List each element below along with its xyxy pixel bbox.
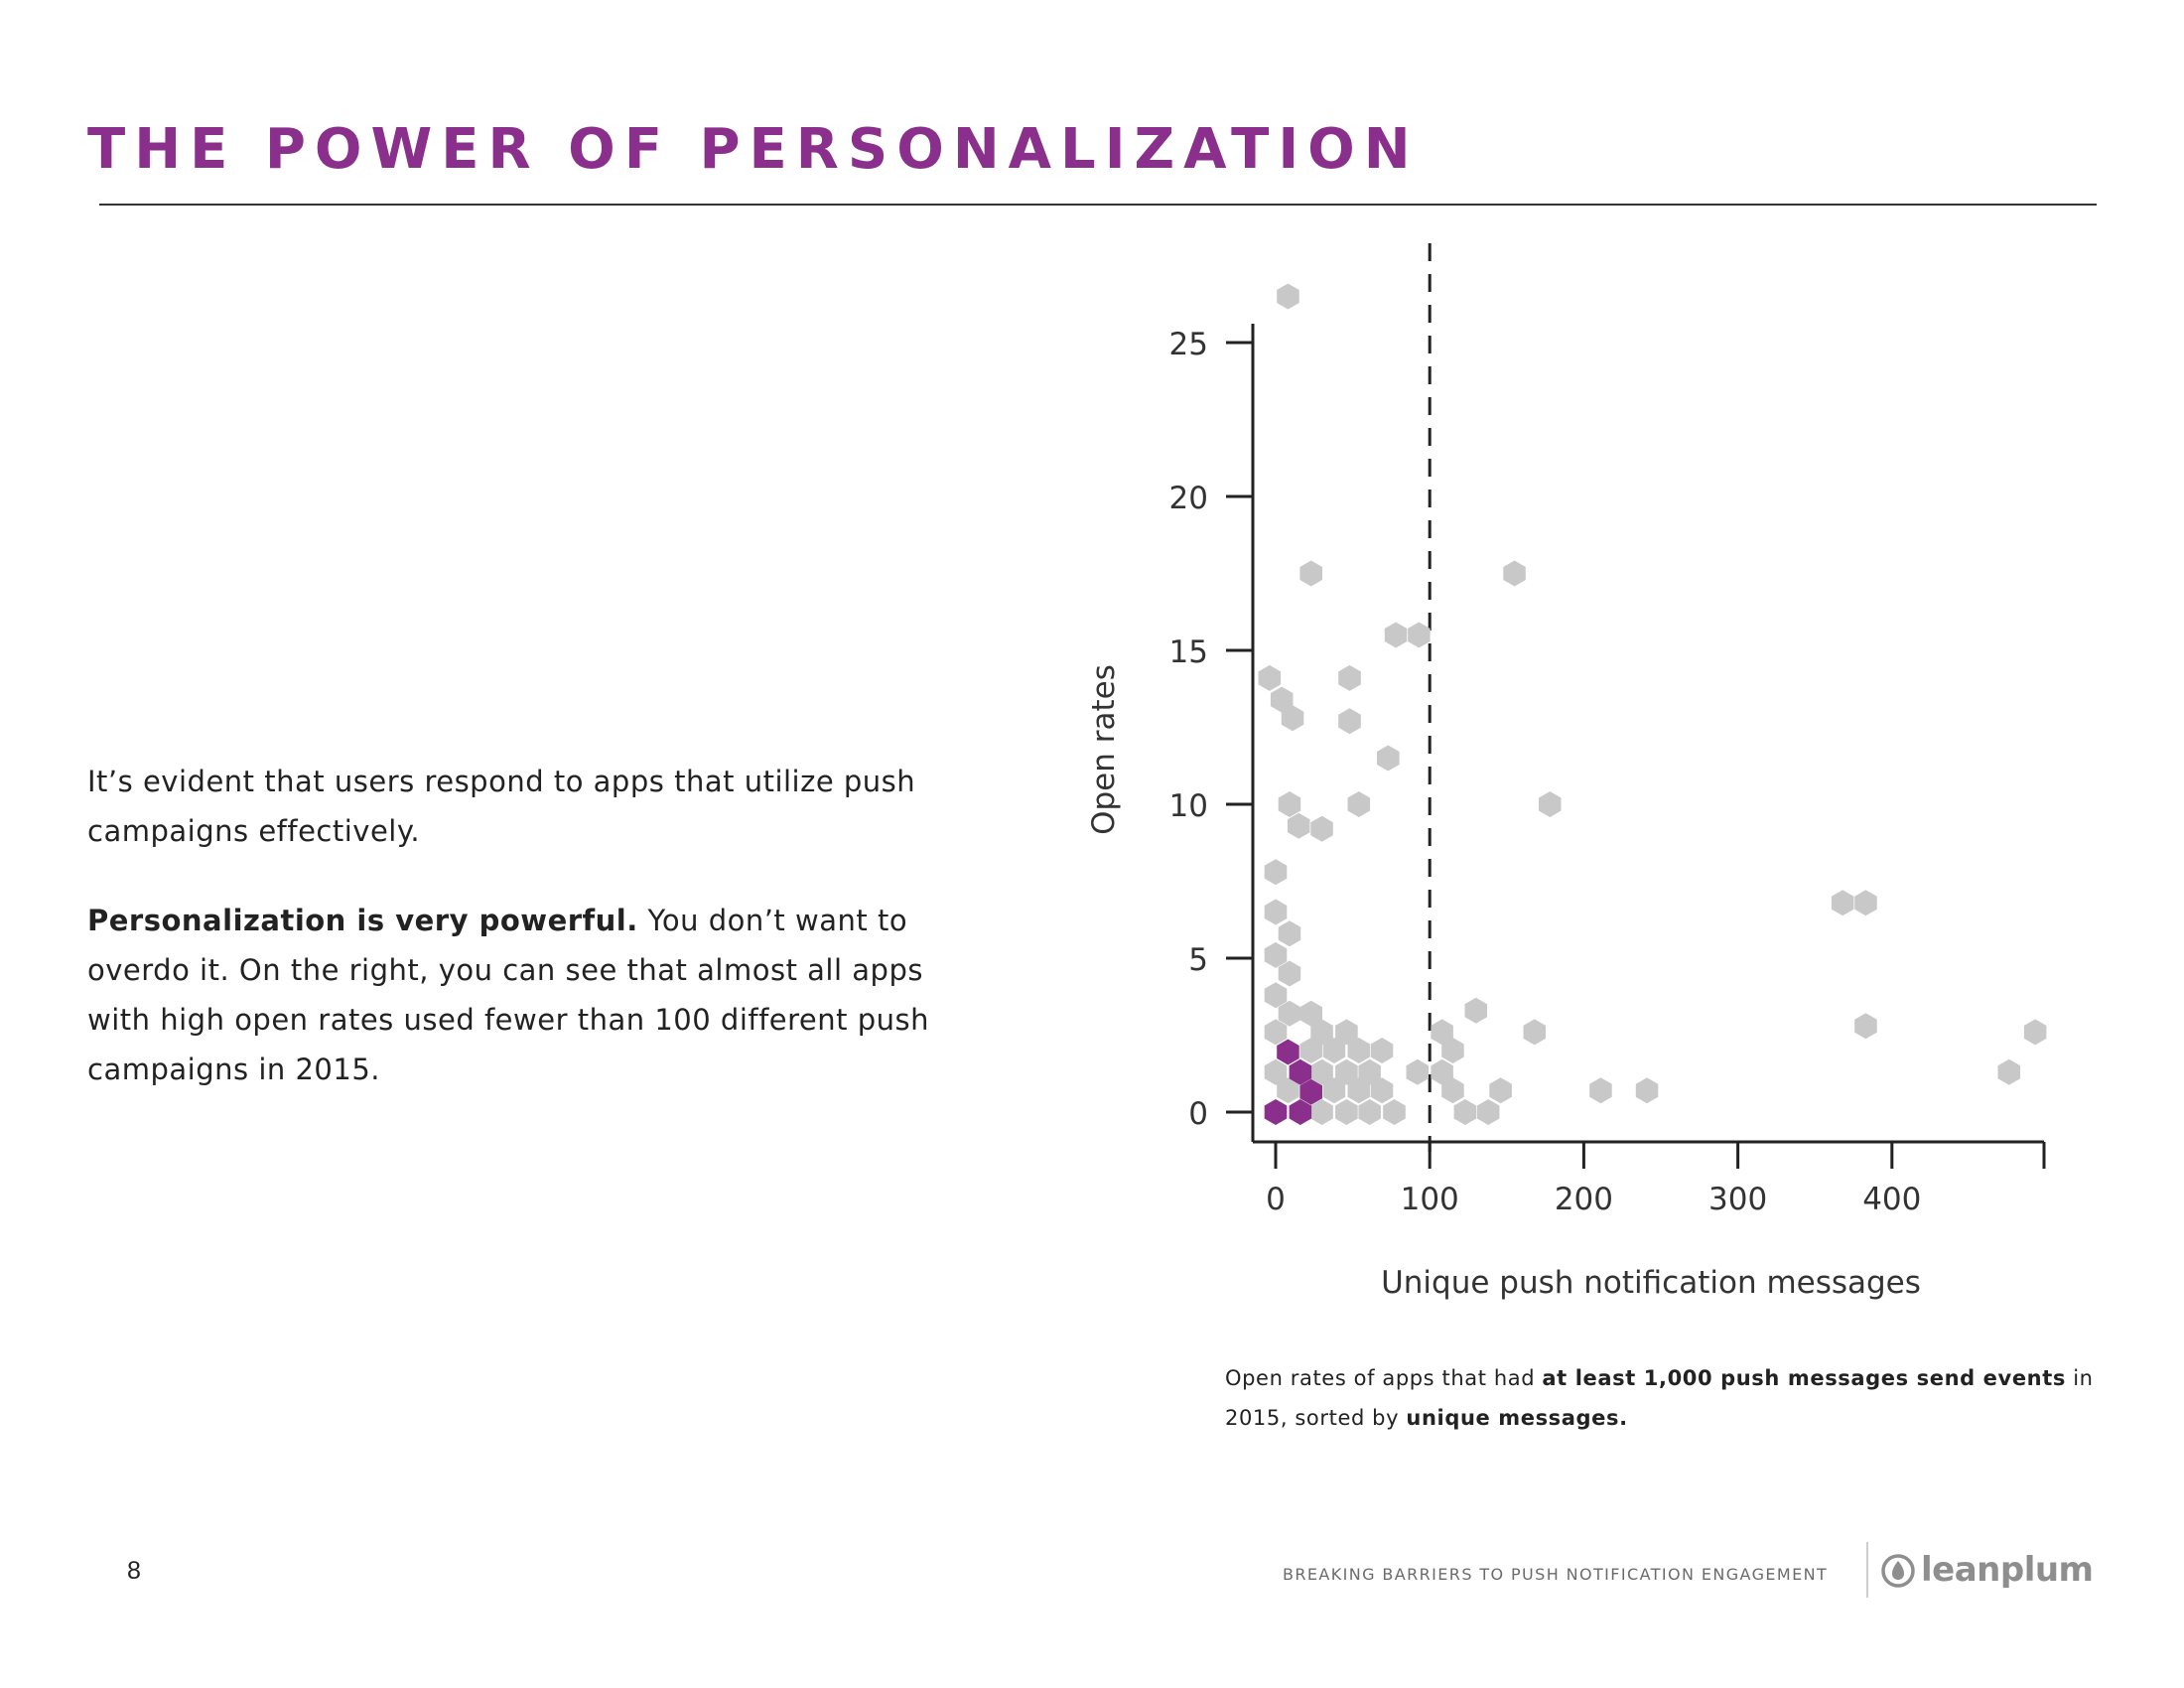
y-tick-label-15: 15 <box>1169 634 1208 670</box>
personalization-bold-lead: Personalization is very powerful. <box>87 904 638 937</box>
hex-point-57 <box>1383 1099 1406 1125</box>
caption-part1: Open rates of apps that had <box>1225 1366 1543 1390</box>
hex-point-56 <box>1358 1099 1381 1125</box>
hex-point-12 <box>1347 791 1371 817</box>
hex-point-50 <box>1441 1077 1464 1104</box>
footer-divider <box>1866 1542 1868 1598</box>
hex-point-3 <box>1384 622 1408 648</box>
hex-point-9 <box>1338 708 1361 735</box>
y-axis-label: Open rates <box>1086 664 1122 835</box>
hex-point-4 <box>1408 622 1431 648</box>
hex-point-20 <box>1278 920 1301 947</box>
hex-point-2 <box>1503 560 1526 587</box>
hex-point-30 <box>1431 1019 1453 1046</box>
hex-point-8 <box>1281 705 1304 732</box>
hex-point-46 <box>1277 1077 1299 1104</box>
y-tick-label-0: 0 <box>1188 1096 1208 1132</box>
personalization-paragraph: Personalization is very powerful. You do… <box>87 896 931 1094</box>
hex-point-17 <box>1831 890 1854 916</box>
logo-wordmark: leanplum <box>1921 1550 2094 1590</box>
chart-caption: Open rates of apps that had at least 1,0… <box>1225 1358 2118 1438</box>
hex-point-52 <box>1589 1077 1612 1104</box>
hex-point-0 <box>1277 283 1299 310</box>
hex-point-40 <box>1310 1058 1333 1085</box>
x-axis-label: Unique push notification messages <box>1381 1265 1921 1301</box>
y-tick-label-10: 10 <box>1169 788 1208 824</box>
hex-point-34 <box>1299 1038 1322 1063</box>
footer-report-title: BREAKING BARRIERS TO PUSH NOTIFICATION E… <box>1283 1565 1829 1584</box>
hex-point-31 <box>1523 1019 1546 1046</box>
hex-point-53 <box>1635 1077 1659 1104</box>
hex-point-63 <box>1264 1099 1288 1125</box>
caption-bold2: unique messages. <box>1406 1406 1628 1430</box>
hex-point-64 <box>1289 1099 1312 1125</box>
hex-point-39 <box>1264 1058 1288 1085</box>
hex-point-13 <box>1539 791 1562 817</box>
caption-part2: in 2015, sorted by <box>1225 1366 2094 1430</box>
personalization-rest: You don’t want to overdo it. On the righ… <box>87 904 930 1086</box>
hex-point-11 <box>1278 791 1301 817</box>
hex-point-25 <box>1299 1000 1322 1027</box>
hex-point-32 <box>1854 1013 1877 1040</box>
hex-point-41 <box>1335 1058 1358 1085</box>
hex-point-45 <box>1997 1058 2020 1085</box>
hex-point-49 <box>1370 1077 1394 1104</box>
hex-point-33 <box>2023 1019 2047 1046</box>
hex-point-61 <box>1289 1058 1312 1085</box>
hex-point-55 <box>1335 1099 1358 1125</box>
hex-point-1 <box>1299 560 1322 587</box>
title-divider <box>99 204 2097 206</box>
page-number: 8 <box>127 1557 141 1585</box>
hex-point-26 <box>1464 997 1487 1024</box>
leanplum-logo: leanplum <box>1881 1545 2094 1595</box>
hex-point-44 <box>1431 1058 1453 1085</box>
hex-point-5 <box>1258 664 1282 691</box>
hex-point-15 <box>1310 815 1333 842</box>
hex-point-47 <box>1322 1077 1346 1104</box>
y-tick-label-20: 20 <box>1169 481 1208 516</box>
hex-point-43 <box>1406 1058 1429 1085</box>
page-title: THE POWER OF PERSONALIZATION <box>87 117 1420 182</box>
x-tick-label-300: 300 <box>1708 1182 1767 1217</box>
hex-point-60 <box>1277 1039 1299 1065</box>
hex-point-24 <box>1278 1000 1301 1027</box>
hex-point-16 <box>1264 859 1288 886</box>
hex-point-7 <box>1270 686 1294 713</box>
x-tick-label-400: 400 <box>1862 1182 1921 1217</box>
hex-point-36 <box>1347 1038 1371 1063</box>
intro-paragraph: It’s evident that users respond to apps … <box>87 765 916 848</box>
hex-point-14 <box>1288 812 1310 839</box>
x-tick-label-100: 100 <box>1401 1182 1459 1217</box>
hex-point-58 <box>1453 1099 1477 1125</box>
caption-bold1: at least 1,000 push messages send events <box>1542 1366 2066 1390</box>
hex-point-48 <box>1347 1077 1371 1104</box>
hex-point-29 <box>1335 1019 1358 1046</box>
y-tick-label-5: 5 <box>1188 942 1208 978</box>
hex-point-21 <box>1264 941 1288 968</box>
hex-point-42 <box>1358 1058 1381 1085</box>
leanplum-drop-icon <box>1881 1554 1915 1588</box>
hex-point-35 <box>1322 1038 1346 1063</box>
x-tick-label-200: 200 <box>1555 1182 1613 1217</box>
hex-point-28 <box>1310 1019 1333 1046</box>
hex-point-19 <box>1264 899 1288 925</box>
hex-point-27 <box>1264 1019 1288 1046</box>
hex-point-59 <box>1476 1099 1500 1125</box>
x-tick-label-0: 0 <box>1266 1182 1286 1217</box>
hex-point-6 <box>1338 664 1361 691</box>
hex-point-38 <box>1441 1038 1464 1063</box>
hex-point-18 <box>1854 890 1877 916</box>
hex-point-37 <box>1370 1038 1394 1063</box>
y-tick-label-25: 25 <box>1169 327 1208 362</box>
hex-point-23 <box>1264 982 1288 1009</box>
hex-point-51 <box>1489 1077 1512 1104</box>
hex-point-62 <box>1299 1078 1322 1105</box>
hex-point-22 <box>1278 960 1301 987</box>
hex-point-54 <box>1310 1099 1333 1125</box>
hex-point-10 <box>1377 745 1400 772</box>
